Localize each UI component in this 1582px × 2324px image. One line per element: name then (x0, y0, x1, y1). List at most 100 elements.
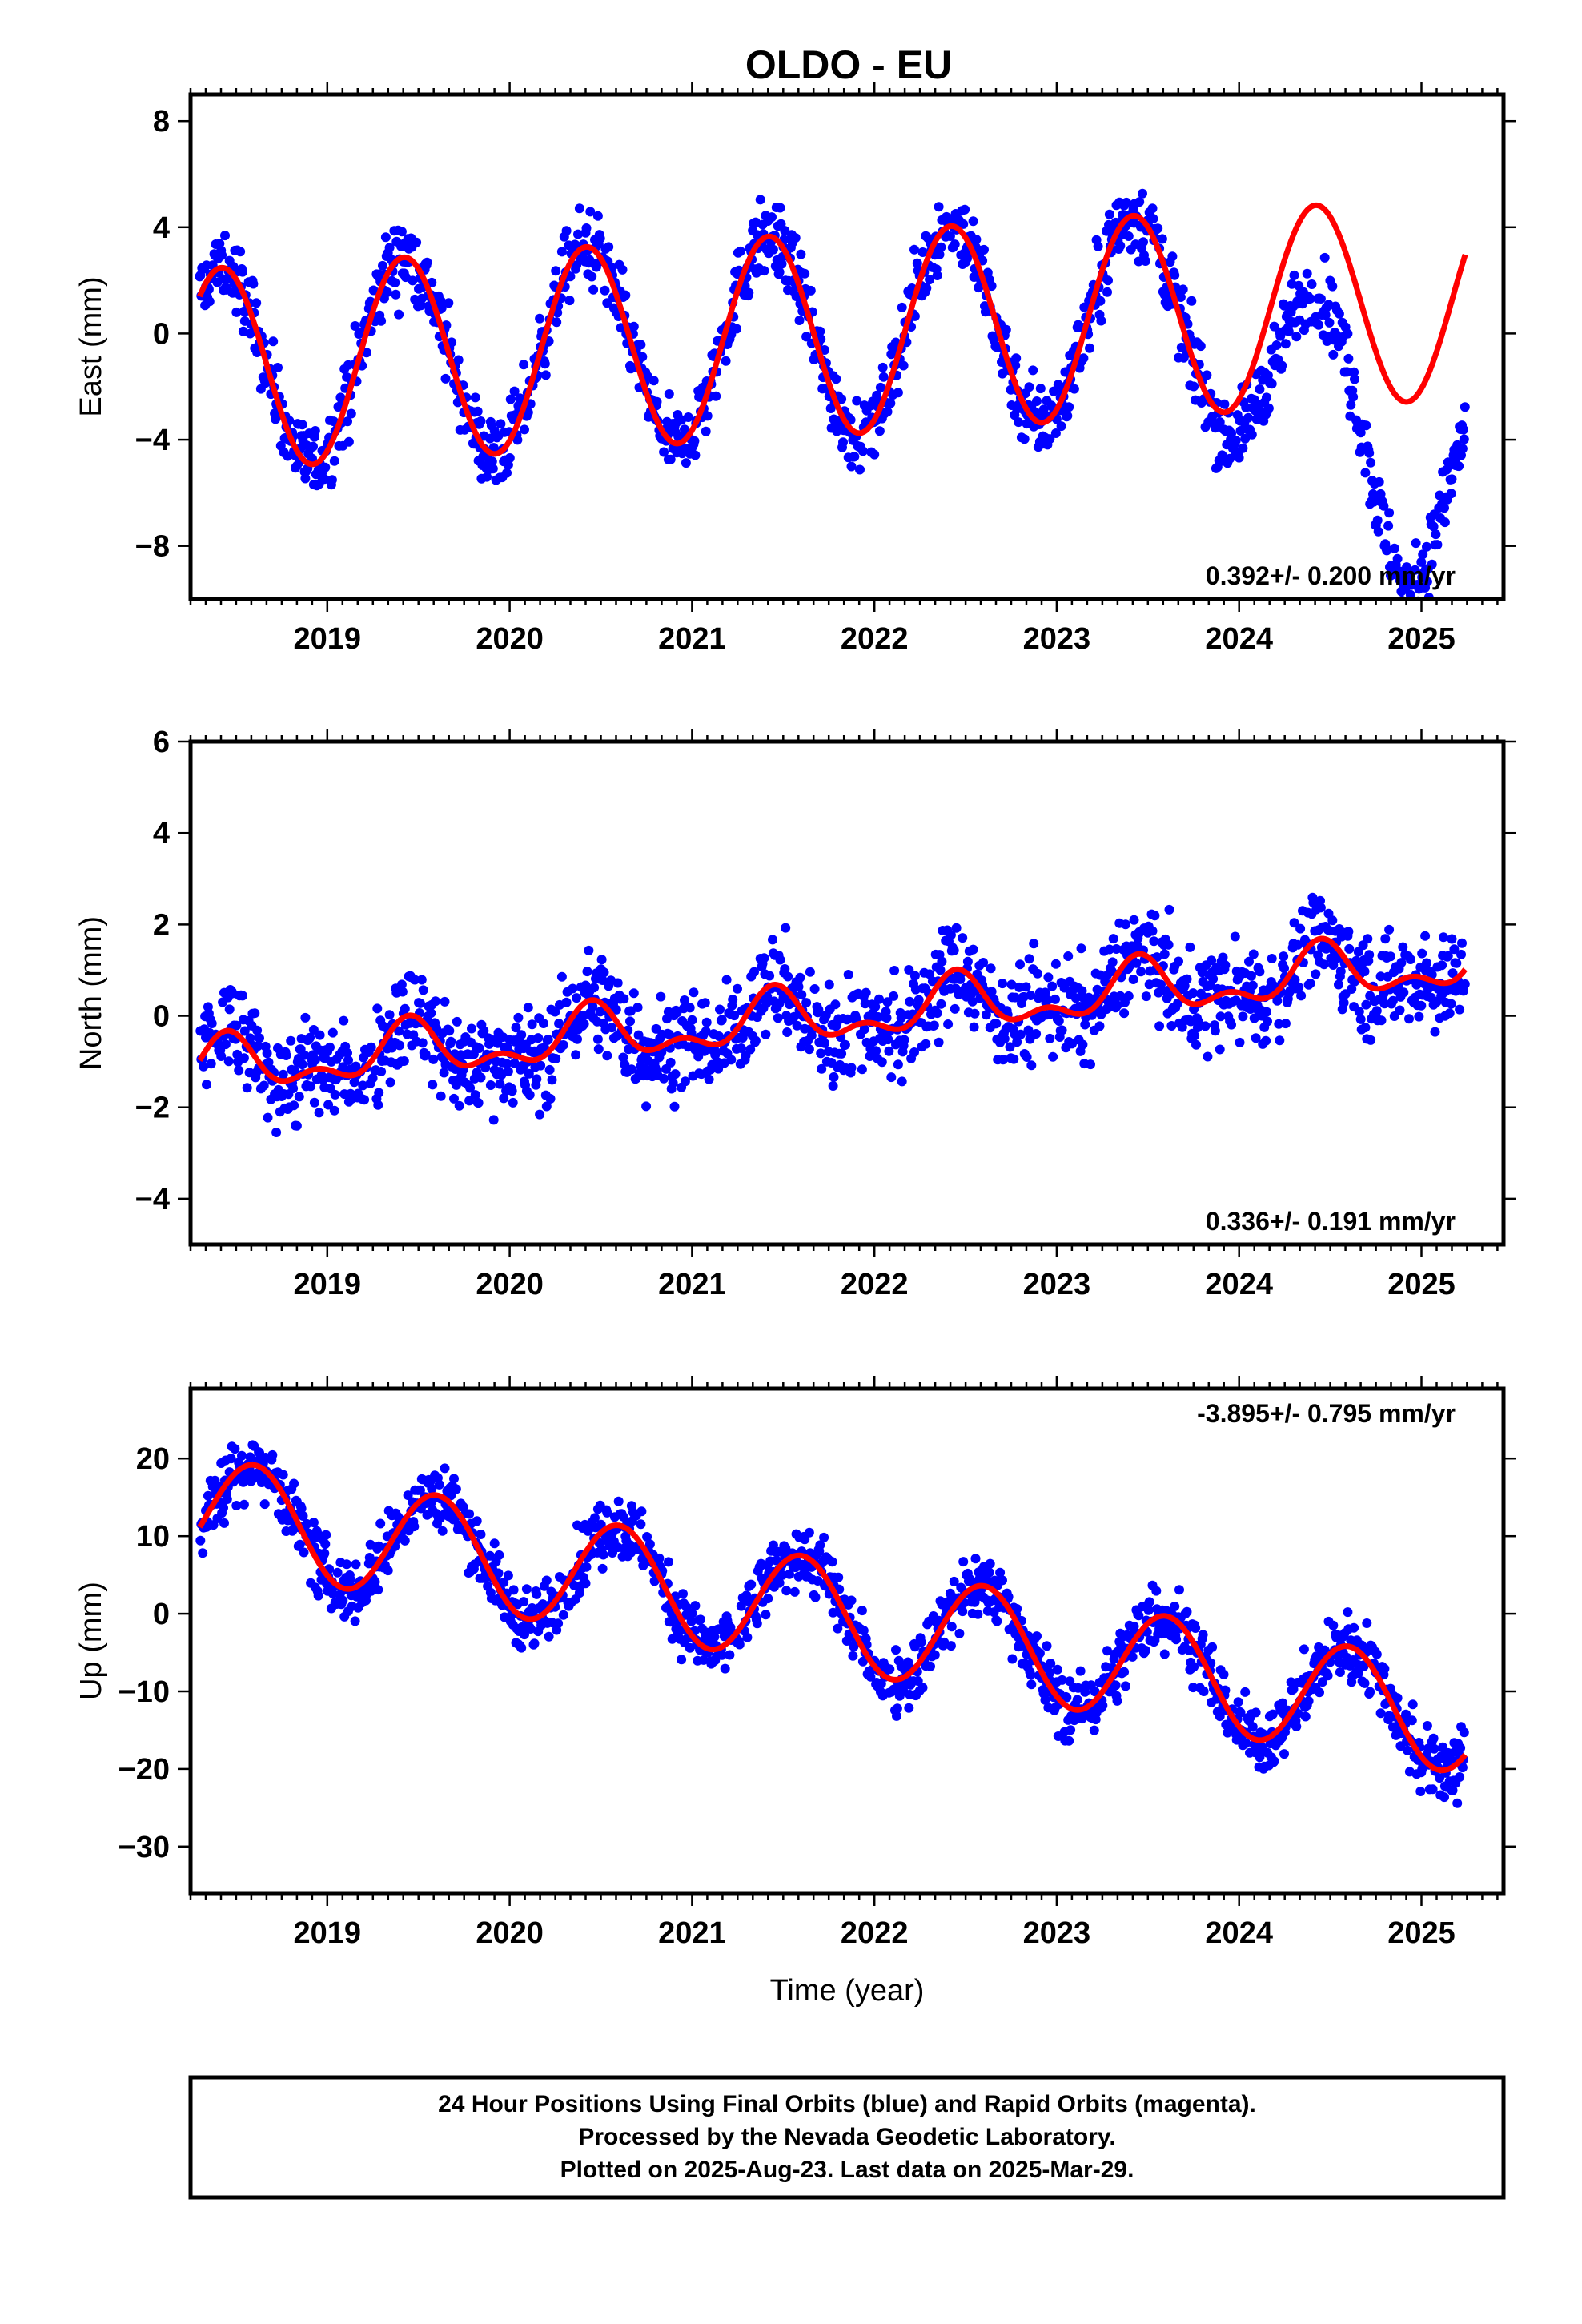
data-point (759, 266, 769, 276)
data-point (1327, 915, 1338, 926)
data-point (507, 1086, 517, 1096)
data-point (981, 1010, 991, 1020)
data-point (592, 1034, 603, 1044)
model-line (197, 202, 1468, 468)
footer-line-3: Plotted on 2025-Aug-23. Last data on 202… (560, 2157, 1134, 2183)
data-point (1319, 959, 1329, 970)
data-point (327, 1027, 338, 1038)
data-point (219, 1502, 228, 1513)
data-point (1151, 1586, 1162, 1596)
data-point (342, 1559, 352, 1570)
data-point (921, 283, 932, 293)
data-point (986, 987, 997, 997)
data-point (1372, 515, 1383, 525)
y-tick-label: 0 (153, 317, 170, 351)
data-point (998, 1055, 1008, 1065)
data-point (291, 1120, 302, 1131)
data-point (1255, 967, 1265, 977)
data-point (877, 362, 888, 372)
data-point (1015, 959, 1025, 970)
data-point (1458, 424, 1468, 435)
data-point (921, 1039, 931, 1049)
data-point (1263, 403, 1274, 413)
data-point (1178, 284, 1188, 295)
data-point (819, 1532, 829, 1542)
data-point (1174, 1585, 1184, 1595)
data-point (239, 1499, 249, 1510)
data-point (1159, 1649, 1170, 1659)
y-tick-label: 20 (136, 1442, 170, 1476)
data-point (909, 1047, 919, 1057)
data-point (1200, 1021, 1211, 1031)
data-point (436, 296, 446, 306)
data-point (231, 307, 242, 317)
x-tick-label: 2023 (1023, 1916, 1091, 1950)
data-point (329, 1105, 339, 1116)
y-tick-label: −10 (118, 1675, 170, 1709)
data-point (216, 1051, 227, 1061)
data-point (962, 956, 973, 967)
data-point (513, 1012, 524, 1023)
rate-annotation: 0.392+/- 0.200 mm/yr (1206, 561, 1456, 590)
data-point (1454, 461, 1464, 472)
data-point (327, 475, 337, 485)
data-point (932, 271, 942, 280)
data-point (1217, 450, 1227, 460)
data-point (281, 1051, 291, 1060)
data-point (732, 324, 741, 334)
x-tick-label: 2024 (1205, 1268, 1273, 1301)
data-point (219, 1518, 229, 1528)
data-point (1203, 1051, 1213, 1062)
data-point (620, 290, 631, 300)
data-point (1234, 452, 1244, 463)
data-point (1166, 1021, 1177, 1031)
data-point (1374, 476, 1384, 487)
x-tick-label: 2022 (841, 1916, 909, 1950)
data-point (1447, 968, 1458, 979)
data-point (1103, 275, 1113, 286)
data-point (499, 1093, 509, 1104)
data-point (516, 1030, 527, 1040)
data-point (289, 1478, 299, 1489)
data-point (396, 227, 407, 237)
data-point (224, 1004, 235, 1015)
data-point (1057, 1675, 1067, 1685)
data-point (1407, 1699, 1418, 1710)
data-point (874, 426, 885, 436)
data-point (1428, 1733, 1439, 1743)
data-point (1362, 1618, 1372, 1628)
data-point (1019, 434, 1030, 444)
data-point (681, 458, 691, 468)
data-point (1280, 339, 1291, 349)
data-point (1343, 927, 1354, 937)
data-point (1375, 971, 1386, 982)
data-point (1246, 971, 1256, 981)
data-point (1140, 1645, 1150, 1655)
data-point (752, 1618, 762, 1629)
data-point (541, 1575, 552, 1586)
data-point (805, 967, 815, 977)
data-point (408, 275, 418, 286)
data-point (300, 1012, 311, 1023)
y-tick-label: −20 (118, 1753, 170, 1787)
x-tick-label: 2021 (658, 622, 726, 656)
data-point (495, 1079, 505, 1089)
data-point (231, 1501, 242, 1510)
data-point (319, 1548, 330, 1558)
data-point (700, 998, 710, 1008)
data-point (871, 1046, 881, 1056)
data-point (485, 1550, 495, 1561)
data-point (1107, 957, 1118, 967)
data-point (1324, 317, 1335, 328)
data-point (1251, 1707, 1261, 1718)
x-tick-label: 2020 (476, 622, 544, 656)
data-point (969, 1022, 979, 1032)
data-point (1247, 429, 1257, 440)
data-point (452, 1016, 462, 1027)
data-point (1131, 958, 1142, 968)
data-point (813, 1004, 824, 1015)
data-point (1278, 1698, 1288, 1708)
data-point (195, 1535, 206, 1546)
data-point (1447, 934, 1457, 944)
data-point (418, 985, 428, 995)
